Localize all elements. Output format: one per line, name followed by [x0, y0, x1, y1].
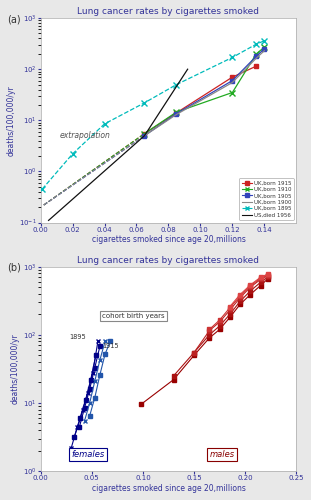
Line: US,died 1956: US,died 1956 [49, 69, 188, 220]
Line: UK,born 1905: UK,born 1905 [142, 46, 267, 138]
UK,born 1895 [143, 100, 146, 106]
Text: (a): (a) [7, 14, 21, 24]
Text: females: females [71, 450, 104, 459]
US,died 1956 [186, 66, 189, 72]
Text: cohort birth years: cohort birth years [102, 313, 165, 319]
UK,born 1915 [174, 110, 178, 116]
UK,born 1910 [143, 130, 146, 136]
UK,born 1910 [262, 44, 266, 50]
UK,born 1905 [254, 53, 258, 59]
UK,born 1915 [143, 130, 146, 136]
UK,born 1905 [230, 78, 234, 84]
UK,born 1905 [174, 110, 178, 116]
Text: 1915: 1915 [102, 342, 118, 348]
US,died 1956 [143, 132, 146, 138]
Text: 1895: 1895 [69, 334, 86, 340]
Line: UK,born 1895: UK,born 1895 [39, 38, 267, 192]
UK,born 1910 [230, 90, 234, 96]
Line: UK,born 1900: UK,born 1900 [145, 50, 264, 136]
UK,born 1895 [174, 82, 178, 87]
Y-axis label: deaths/100,000/yr: deaths/100,000/yr [11, 334, 20, 404]
UK,born 1900 [254, 55, 258, 61]
UK,born 1915 [254, 63, 258, 69]
UK,born 1900 [262, 48, 266, 54]
Line: UK,born 1910: UK,born 1910 [142, 44, 267, 136]
UK,born 1895 [103, 121, 106, 127]
Text: (b): (b) [7, 262, 21, 272]
UK,born 1905 [143, 132, 146, 138]
Legend: UK,born 1915, UK,born 1910, UK,born 1905, UK,born 1900, UK,born 1895, US,died 19: UK,born 1915, UK,born 1910, UK,born 1905… [239, 178, 294, 220]
Line: UK,born 1915: UK,born 1915 [142, 64, 259, 136]
UK,born 1910 [174, 109, 178, 115]
UK,born 1895 [230, 54, 234, 60]
UK,born 1900 [174, 112, 178, 117]
UK,born 1895 [40, 186, 44, 192]
UK,born 1910 [254, 51, 258, 57]
UK,born 1900 [143, 132, 146, 138]
US,died 1956 [47, 218, 50, 224]
Text: extrapolation: extrapolation [60, 131, 111, 140]
X-axis label: cigarettes smoked since age 20,millions: cigarettes smoked since age 20,millions [91, 236, 245, 244]
UK,born 1905 [262, 46, 266, 52]
X-axis label: cigarettes smoked since age 20,millions: cigarettes smoked since age 20,millions [91, 484, 245, 493]
Title: Lung cancer rates by cigarettes smoked: Lung cancer rates by cigarettes smoked [77, 256, 259, 264]
UK,born 1895 [71, 151, 74, 157]
Text: males: males [209, 450, 234, 459]
UK,born 1895 [262, 38, 266, 44]
Y-axis label: deaths/100,000/yr: deaths/100,000/yr [7, 85, 16, 156]
UK,born 1915 [230, 74, 234, 80]
UK,born 1900 [230, 80, 234, 86]
Title: Lung cancer rates by cigarettes smoked: Lung cancer rates by cigarettes smoked [77, 7, 259, 16]
UK,born 1895 [254, 41, 258, 47]
